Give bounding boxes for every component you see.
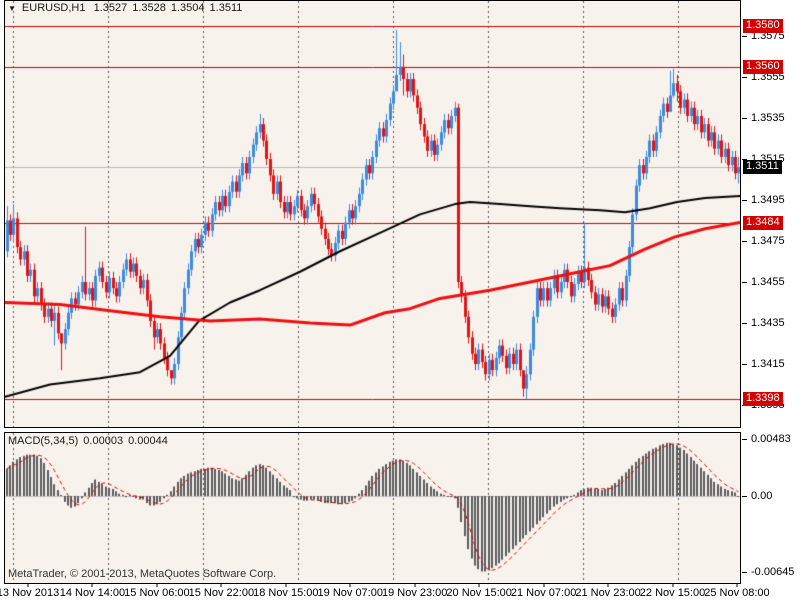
price-tick-label: 1.3415 — [751, 358, 785, 370]
time-label: 20 Nov 15:00 — [446, 587, 512, 599]
chart-marker-icon: ▼ — [8, 4, 16, 13]
axis-tick-mark — [742, 118, 747, 119]
axis-tick-mark — [742, 36, 747, 37]
axis-tick-mark — [742, 496, 747, 497]
main-chart-panel[interactable] — [4, 0, 741, 428]
time-axis[interactable]: 13 Nov 2013 14 Nov 14:00 15 Nov 06:00 15 No… — [0, 584, 800, 600]
axis-tick-mark — [742, 439, 747, 440]
time-label: 22 Nov 15:00 — [639, 587, 706, 599]
price-tick-label: 1.3555 — [751, 71, 785, 83]
macd-main-value: 0.00003 — [83, 435, 124, 447]
price-tick-label: 1.3435 — [751, 317, 785, 329]
axis-tick-mark — [742, 241, 747, 242]
macd-tick-label: -0.00645 — [751, 566, 795, 578]
level-price-badge: 1.3484 — [743, 216, 783, 230]
chart-title: ▼ EURUSD,H1 1.3527 1.3528 1.3504 1.3511 — [8, 2, 247, 14]
price-tick-label: 1.3575 — [751, 30, 785, 42]
axis-tick-mark — [742, 159, 747, 160]
price-axis[interactable]: 1.3575 1.3555 1.3535 1.3515 1.3495 1.3475 1.34… — [742, 0, 800, 584]
ohlc-high-value: 1.3528 — [132, 2, 166, 14]
level-price-badge: 1.3560 — [743, 60, 783, 74]
macd-tick-label: 0.00 — [751, 490, 773, 502]
time-label: 13 Nov 2013 — [0, 587, 60, 599]
price-tick-label: 1.3475 — [751, 235, 785, 247]
axis-tick-mark — [742, 572, 747, 573]
time-label: 21 Nov 07:00 — [510, 587, 577, 599]
macd-chart-canvas[interactable] — [5, 433, 740, 583]
time-tick-mark — [543, 584, 545, 587]
time-label: 19 Nov 23:00 — [381, 587, 448, 599]
time-label: 19 Nov 07:00 — [317, 587, 383, 599]
time-tick-mark — [478, 584, 480, 587]
ohlc-low-value: 1.3504 — [170, 2, 205, 14]
macd-indicator-label: MACD(5,34,5) — [8, 435, 79, 447]
axis-tick-mark — [742, 77, 747, 78]
macd-title: MACD(5,34,5) 0.00003 0.00044 — [8, 435, 173, 447]
time-label: 14 Nov 14:00 — [59, 587, 126, 599]
time-tick-mark — [607, 584, 609, 587]
axis-tick-mark — [742, 323, 747, 324]
axis-tick-mark — [742, 282, 747, 283]
price-tick-label: 1.3495 — [751, 194, 785, 206]
time-tick-mark — [220, 584, 222, 587]
level-price-badge: 1.3398 — [743, 392, 783, 406]
time-label: 21 Nov 23:00 — [575, 587, 641, 599]
time-tick-mark — [91, 584, 93, 587]
time-tick-mark — [736, 584, 738, 587]
level-price-badge: 1.3580 — [743, 19, 783, 33]
time-label: 18 Nov 15:00 — [253, 587, 319, 599]
time-tick-mark — [27, 584, 29, 587]
macd-signal-value: 0.00044 — [128, 435, 168, 447]
current-price-badge: 1.3511 — [743, 160, 782, 174]
price-chart-canvas[interactable] — [5, 1, 740, 427]
panel-separator[interactable] — [0, 428, 742, 432]
axis-tick-mark — [742, 200, 747, 201]
time-label: 25 Nov 08:00 — [704, 587, 770, 599]
time-label: 15 Nov 06:00 — [124, 587, 190, 599]
price-tick-label: 1.3455 — [751, 276, 785, 288]
price-tick-label: 1.3535 — [751, 112, 785, 124]
copyright-text: MetaTrader, © 2001-2013, MetaQuotes Soft… — [8, 568, 277, 580]
time-label: 15 Nov 22:00 — [188, 587, 255, 599]
time-tick-mark — [672, 584, 673, 587]
time-tick-mark — [349, 584, 351, 587]
ohlc-close-value: 1.3511 — [209, 2, 243, 14]
macd-tick-label: 0.00483 — [751, 433, 791, 445]
ohlc-open-value: 1.3527 — [93, 2, 128, 14]
macd-panel[interactable] — [4, 432, 741, 584]
time-tick-mark — [156, 584, 158, 587]
axis-tick-mark — [742, 364, 747, 365]
time-tick-mark — [414, 584, 416, 587]
symbol-period-label: EURUSD,H1 — [21, 2, 86, 14]
time-tick-mark — [285, 584, 287, 587]
